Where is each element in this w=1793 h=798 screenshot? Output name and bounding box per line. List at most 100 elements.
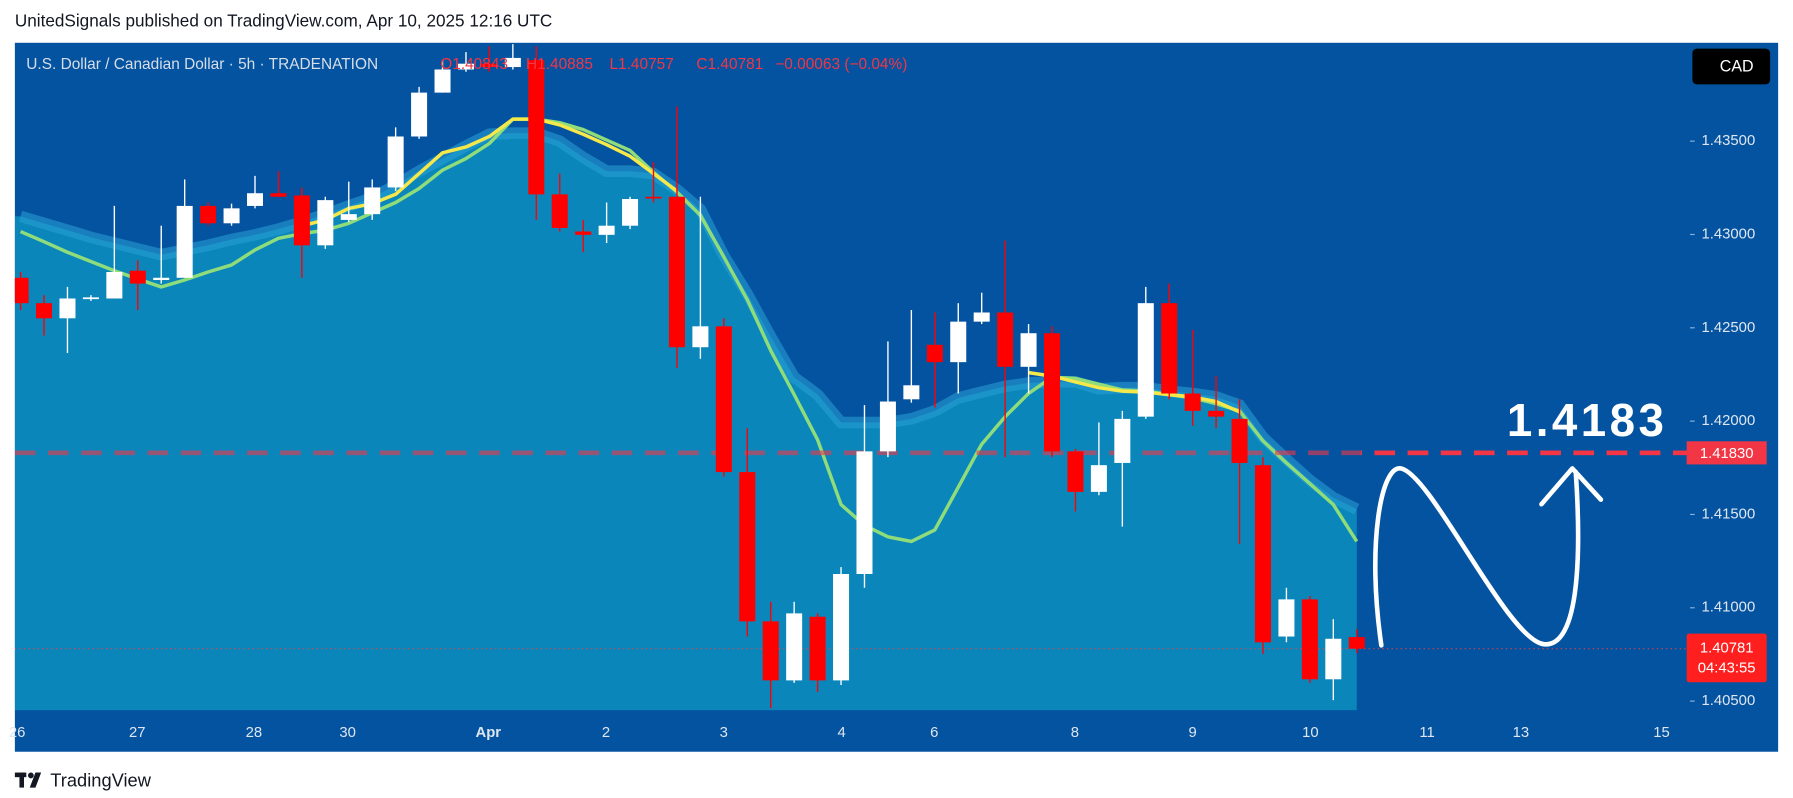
x-tick-label: 6 [930,724,938,741]
candle-body [1208,410,1225,417]
x-tick-label: 27 [129,724,146,741]
logo-part [29,772,42,788]
level-price-label: 1.41830 [1700,445,1754,462]
currency-button[interactable] [1692,48,1771,85]
drawn-arrow [1373,466,1604,648]
candle-body [364,187,381,215]
brand-name: TradingView [50,770,151,791]
candle-body [1161,303,1178,394]
x-tick-label: 4 [837,724,845,741]
change-label: −0.00063 (−0.04%) [775,56,907,73]
ohlc-label: H1.40885 [526,56,593,73]
y-tick-label: 1.42000 [1702,412,1756,429]
x-tick-label: 2 [602,724,610,741]
candle-body [551,194,568,228]
indicator-area [14,133,1357,711]
candle-body [293,195,310,246]
x-tick-label: 11 [1419,724,1434,741]
candle-body [200,205,217,224]
candle-body [1020,333,1037,367]
x-tick-label: 10 [1302,724,1319,741]
x-tick-label: 26 [9,724,26,741]
ohlc-label: L1.40757 [609,56,673,73]
candle-body [270,193,287,197]
logo-part [19,772,25,788]
x-tick-label: 8 [1071,724,1079,741]
candle-body [575,231,592,235]
candle-body [176,205,193,278]
candle-body [1067,451,1084,492]
candle-body [1325,638,1342,680]
x-tick-label: Apr [475,724,501,741]
x-tick-label: 28 [246,724,263,741]
candle-body [153,277,170,281]
candle-body [481,63,498,68]
candle-body [739,472,756,622]
candle-body [1254,465,1271,643]
x-tick-label: 15 [1653,724,1670,741]
candle-body [504,57,521,68]
candle-body [833,573,850,681]
candle-body [82,297,99,300]
candle-body [411,92,428,137]
candle-body [528,60,545,195]
candle-body [1278,599,1295,637]
y-tick-label: 1.41000 [1702,599,1756,616]
logo-part [28,772,34,779]
candle-body [434,69,451,93]
candle-body [973,312,990,322]
candle-body [856,451,873,574]
brand-logo [14,772,42,788]
candle-body [223,208,240,224]
plot-content [14,44,1691,711]
candle-body [387,136,404,188]
candle-body [668,196,685,348]
candle-body [1301,599,1318,680]
candle-body [903,385,920,400]
candle-body [645,196,662,199]
symbol-legend: U.S. Dollar / Canadian Dollar · 5h · TRA… [26,56,378,73]
candle-body [879,401,896,452]
plot-area: 1.40500 1.41000 1.41500 1.42000 1.42500 1.430… [9,44,1767,741]
publish-header: UnitedSignals published on TradingView.c… [15,10,552,30]
candle-body [59,298,76,319]
level-annotation: 1.4183 [1507,394,1667,446]
y-tick-label: 1.42500 [1702,319,1756,336]
candle-body [762,621,779,681]
countdown-label: 04:43:55 [1698,659,1756,676]
last-price-label: 1.40781 [1700,640,1754,657]
candle-body [457,63,474,70]
candle-body [997,312,1014,367]
x-tick-label: 3 [720,724,728,741]
ohlc-label: C1.40781 [696,56,763,73]
candle-body [246,193,264,206]
y-tick-label: 1.41500 [1702,505,1756,522]
y-tick-label: 1.43000 [1702,225,1756,242]
level-price-box [1686,441,1767,465]
x-tick-label: 30 [339,724,356,741]
x-tick-label: 13 [1513,724,1530,741]
currency-label: CAD [1720,57,1754,75]
y-tick-label: 1.40500 [1702,692,1756,709]
x-tick-label: 9 [1189,724,1197,741]
candle-body [1114,418,1131,463]
indicator-area-edge [18,127,1360,515]
candle-body [317,200,334,246]
candle-body [1137,303,1154,417]
candle-body [129,270,146,284]
last-price-box [1686,633,1767,683]
candle-body [598,225,615,235]
candle-body [950,321,967,363]
candle-body [786,613,803,681]
candle-body [36,303,53,319]
candle-body [1184,393,1201,411]
candle-body [715,326,732,473]
candle-body [1231,418,1248,463]
candle-body [622,199,639,226]
candle-body [106,271,123,299]
candle-body [1044,333,1061,452]
candle-body [809,616,826,681]
candle-body [340,214,357,220]
ohlc-label: O1.40843 [440,56,508,73]
